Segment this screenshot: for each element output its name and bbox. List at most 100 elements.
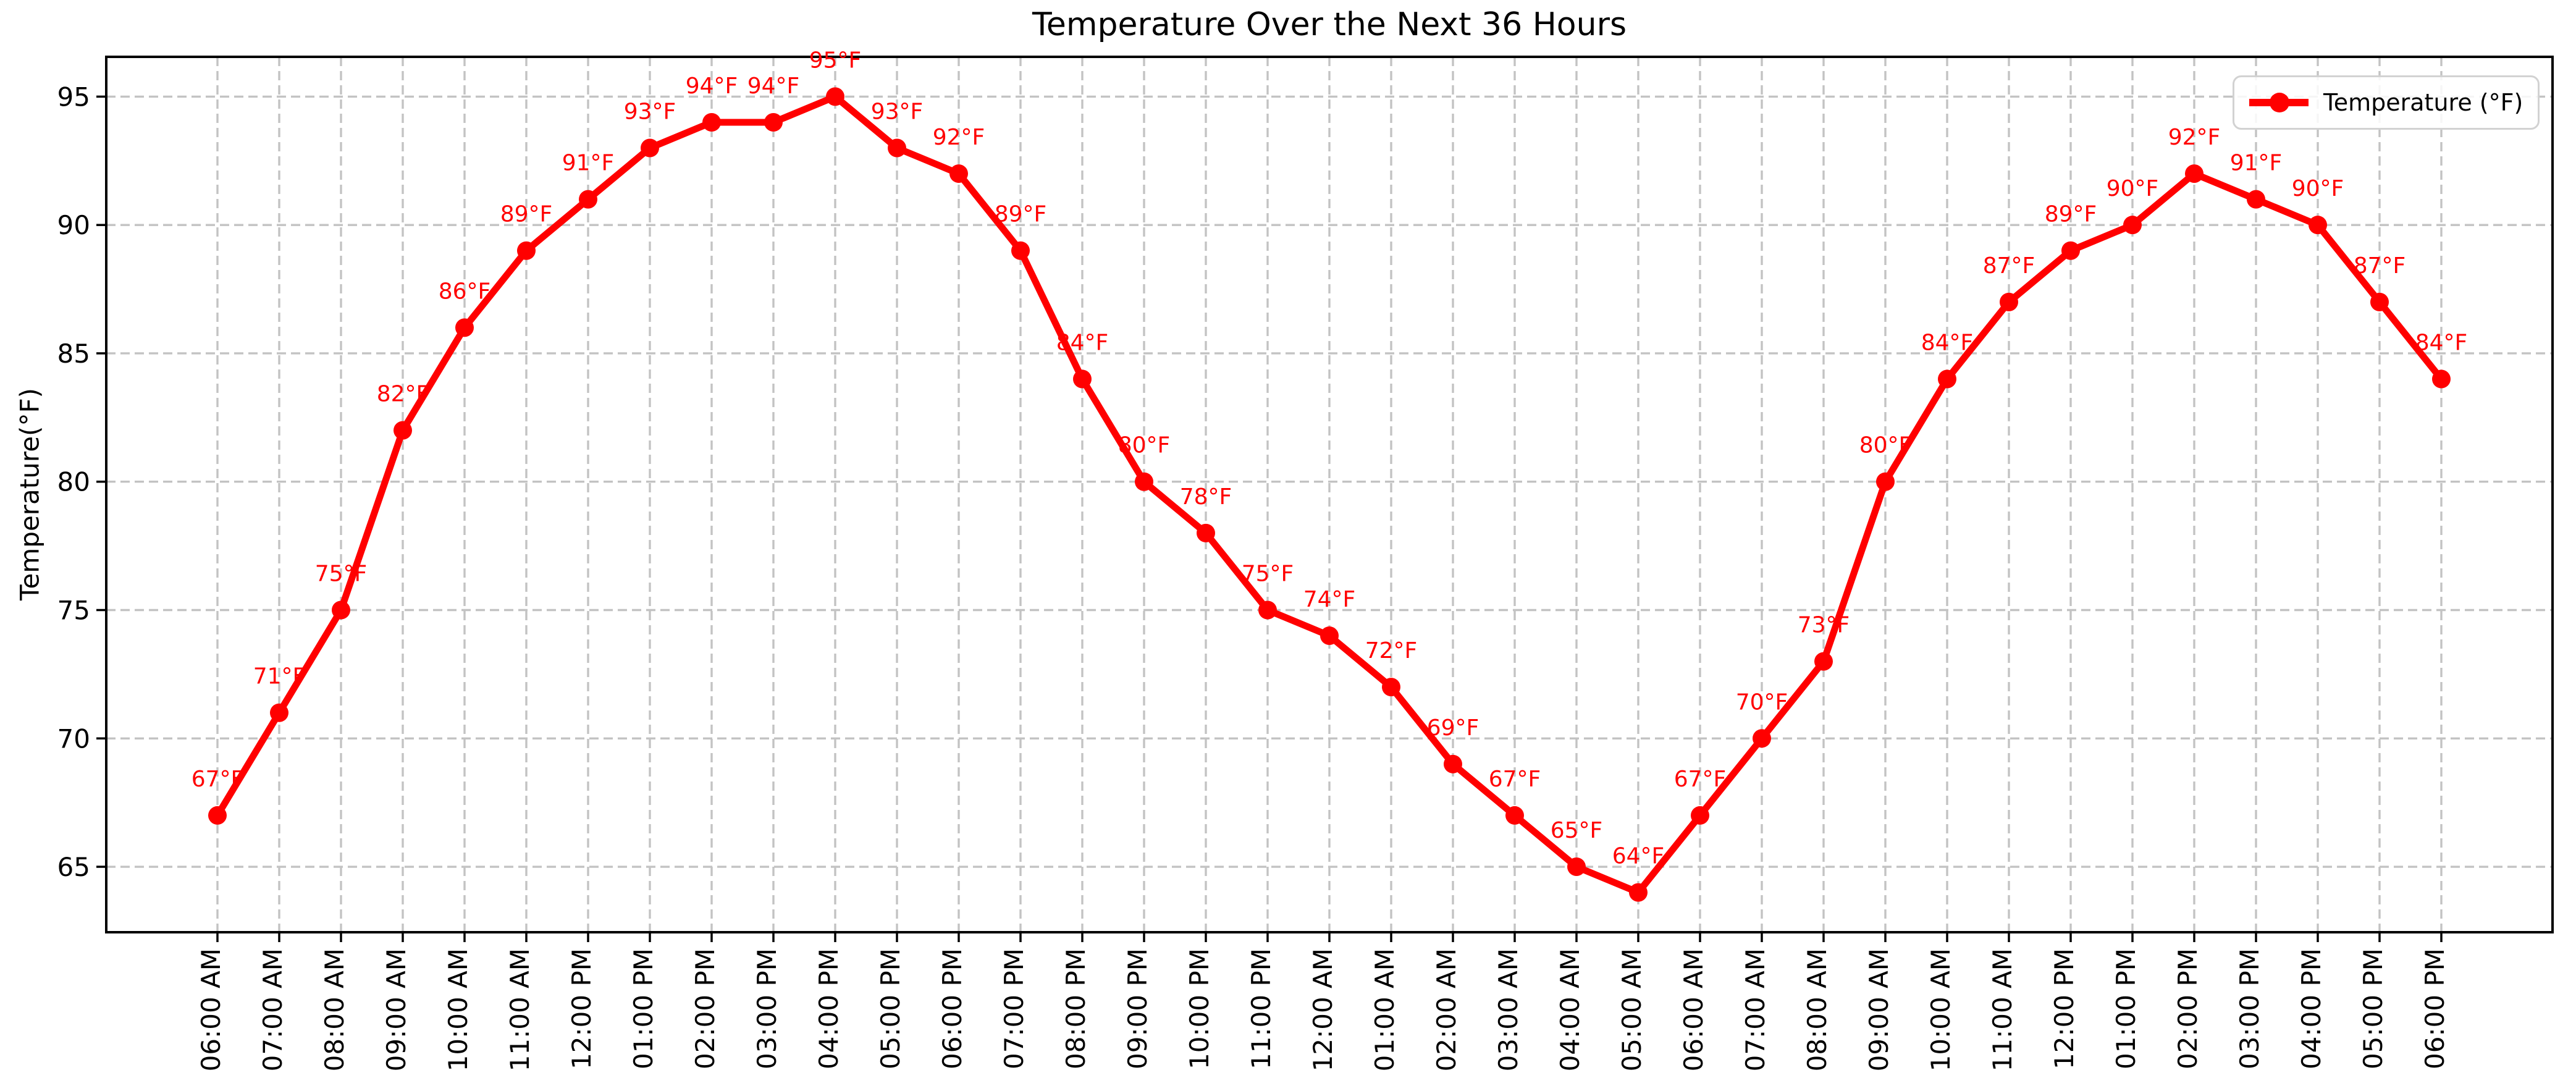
data-point-label: 64°F (1612, 844, 1665, 869)
data-point-marker (1691, 806, 1709, 825)
x-tick-label: 08:00 PM (1061, 948, 1091, 1069)
x-tick-label: 12:00 PM (566, 948, 597, 1069)
data-point-marker (455, 318, 474, 337)
data-point-label: 72°F (1365, 638, 1418, 663)
x-tick-label: 05:00 AM (1617, 948, 1647, 1071)
data-point-marker (2432, 369, 2451, 389)
data-point-label: 89°F (2045, 202, 2097, 227)
x-tick-label: 02:00 PM (2173, 948, 2203, 1069)
data-point-marker (1258, 600, 1277, 620)
data-point-label: 92°F (2168, 125, 2221, 150)
data-point-marker (1382, 678, 1400, 697)
y-tick-label: 80 (57, 467, 90, 497)
data-point-marker (270, 703, 288, 722)
data-point-marker (641, 138, 659, 158)
data-point-label: 74°F (1303, 587, 1356, 612)
data-point-label: 87°F (2354, 253, 2406, 279)
data-point-label: 67°F (192, 767, 244, 792)
y-axis-label: Temperature(°F) (14, 388, 45, 600)
x-axis: 06:00 AM 07:00 AM 08:00 AM 09:00 AM 10:00 AM… (196, 932, 2450, 1071)
data-point-label: 84°F (2415, 331, 2468, 356)
y-tick-label: 65 (57, 852, 90, 882)
legend-line-sample (2249, 93, 2309, 112)
legend: Temperature (°F) (2233, 75, 2540, 130)
data-point-label: 91°F (2230, 151, 2283, 176)
data-point-marker (579, 190, 597, 209)
data-point-marker (1197, 523, 1215, 542)
gridlines (106, 57, 2553, 932)
data-point-marker (2247, 190, 2265, 209)
data-point-labels: 67°F 71°F 75°F 82°F 86°F 89°F 91°F 93°F 94°F 94°F… (192, 48, 2468, 869)
data-point-marker (1753, 729, 1771, 748)
x-tick-label: 05:00 PM (2358, 948, 2388, 1069)
x-tick-label: 02:00 AM (1431, 948, 1462, 1071)
data-point-label: 71°F (253, 664, 306, 689)
y-tick-label: 95 (57, 82, 90, 112)
x-tick-label: 01:00 PM (628, 948, 659, 1069)
data-point-label: 89°F (500, 202, 553, 227)
data-point-label: 75°F (315, 561, 368, 586)
data-point-marker (2061, 241, 2080, 260)
data-point-marker (949, 164, 968, 183)
data-point-label: 78°F (1180, 484, 1232, 510)
x-tick-label: 09:00 AM (381, 948, 411, 1071)
legend-label: Temperature (°F) (2323, 89, 2523, 116)
data-point-label: 65°F (1551, 818, 1603, 843)
data-point-marker (1938, 369, 1956, 389)
data-point-marker (208, 806, 227, 825)
data-point-label: 90°F (2292, 176, 2344, 201)
data-point-label: 86°F (439, 279, 491, 304)
x-tick-label: 11:00 AM (1987, 948, 2018, 1071)
x-tick-label: 08:00 AM (1802, 948, 1832, 1071)
x-tick-label: 09:00 PM (1122, 948, 1153, 1069)
data-point-label: 75°F (1242, 561, 1294, 586)
data-point-marker (1135, 472, 1153, 491)
data-point-label: 90°F (2107, 176, 2159, 201)
x-tick-label: 07:00 PM (999, 948, 1029, 1069)
data-point-marker (394, 421, 412, 440)
x-tick-label: 09:00 AM (1864, 948, 1894, 1071)
y-tick-label: 70 (57, 723, 90, 754)
y-tick-label: 85 (57, 339, 90, 369)
x-tick-label: 04:00 PM (2296, 948, 2326, 1069)
data-point-marker (1876, 472, 1895, 491)
data-point-marker (2185, 164, 2203, 183)
data-point-marker (1011, 241, 1030, 260)
data-point-label: 94°F (686, 74, 738, 99)
data-point-marker (1444, 754, 1462, 773)
data-point-marker (2123, 216, 2142, 235)
data-point-label: 93°F (871, 99, 924, 125)
data-point-marker (702, 112, 721, 132)
data-point-markers (208, 87, 2451, 902)
data-point-marker (1814, 652, 1833, 671)
y-tick-label: 75 (57, 595, 90, 625)
x-tick-label: 10:00 AM (443, 948, 473, 1071)
data-point-label: 84°F (1056, 331, 1109, 356)
y-axis: 65 70 75 80 85 90 95 (57, 82, 106, 882)
data-point-label: 73°F (1798, 613, 1850, 638)
x-tick-label: 03:00 PM (752, 948, 782, 1069)
x-tick-label: 11:00 AM (505, 948, 535, 1071)
data-point-label: 82°F (377, 382, 429, 407)
x-tick-label: 04:00 PM (814, 948, 844, 1069)
x-tick-label: 05:00 PM (875, 948, 906, 1069)
data-point-label: 91°F (562, 151, 615, 176)
x-tick-label: 03:00 AM (1493, 948, 1523, 1071)
data-point-label: 80°F (1118, 433, 1171, 458)
data-point-marker (1320, 626, 1339, 646)
x-tick-label: 06:00 PM (937, 948, 967, 1069)
x-tick-label: 10:00 AM (1926, 948, 1956, 1071)
data-point-marker (1073, 369, 1092, 389)
data-point-label: 70°F (1736, 689, 1788, 715)
data-point-marker (1629, 883, 1648, 902)
chart-title: Temperature Over the Next 36 Hours (1032, 6, 1627, 43)
data-point-label: 69°F (1427, 715, 1480, 741)
data-point-label: 80°F (1859, 433, 1912, 458)
data-point-label: 67°F (1489, 767, 1541, 792)
data-point-marker (2370, 292, 2389, 311)
x-tick-label: 02:00 PM (690, 948, 720, 1069)
data-point-marker (2000, 292, 2018, 311)
data-point-label: 94°F (747, 74, 800, 99)
